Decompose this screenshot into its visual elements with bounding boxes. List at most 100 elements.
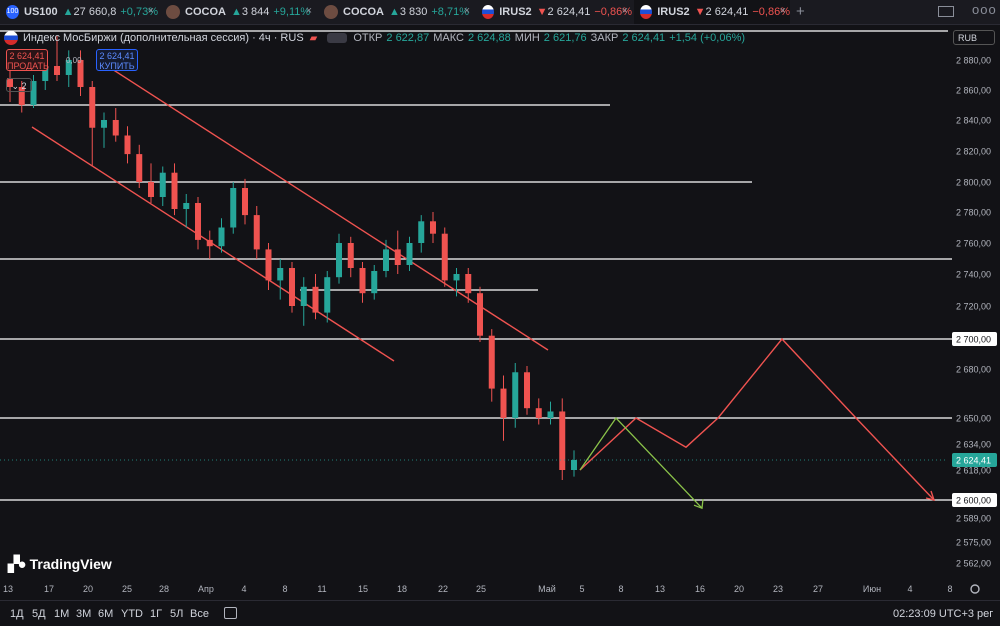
- period-5d[interactable]: 5Д: [32, 608, 46, 620]
- open-label: ОТКР: [353, 32, 383, 44]
- sell-price: 2 624,41: [9, 51, 45, 61]
- currency-selector[interactable]: RUB: [953, 30, 995, 45]
- bottom-toolbar: 1Д 5Д 1М 3М 6М YTD 1Г 5Л Все 02:23:09 UT…: [0, 600, 1000, 626]
- period-1d[interactable]: 1Д: [10, 608, 24, 620]
- date-range-icon[interactable]: [224, 607, 237, 619]
- candle-body: [406, 243, 413, 265]
- period-3m[interactable]: 3М: [76, 608, 92, 620]
- tab-irus2-1[interactable]: IRUS2 ▼ 2 624,41 −0,86% ×: [476, 0, 632, 24]
- x-tick-label: 28: [159, 584, 169, 594]
- add-tab-icon[interactable]: +: [796, 3, 805, 20]
- sell-button[interactable]: 2 624,41 ПРОДАТЬ: [6, 49, 49, 71]
- candle-body: [500, 388, 507, 418]
- candle-body: [30, 81, 37, 105]
- last-price-tag-label: 2 624,41: [956, 456, 991, 466]
- period-1m[interactable]: 1М: [54, 608, 70, 620]
- candle-body: [324, 277, 331, 313]
- russia-flag-icon: [482, 5, 495, 19]
- candle-body: [253, 215, 260, 250]
- tab-us100[interactable]: 100 US100 ▲ 27 660,8 +0,73% ×: [0, 0, 158, 24]
- eye-icon[interactable]: [327, 33, 348, 43]
- period-6m[interactable]: 6М: [98, 608, 114, 620]
- tab-price: 3 844: [241, 6, 270, 18]
- candle-body: [136, 154, 143, 182]
- level-price-tag-label: 2 700,00: [956, 335, 991, 345]
- indicators-toggle[interactable]: ⌄ 2: [6, 78, 32, 92]
- tab-close-icon[interactable]: ×: [463, 5, 470, 17]
- low-value: 2 621,76: [543, 32, 587, 44]
- candle-body: [218, 227, 225, 247]
- x-tick-label: 13: [655, 584, 665, 594]
- high-value: 2 624,88: [467, 32, 511, 44]
- tab-price: 3 830: [399, 6, 428, 18]
- candle-body: [18, 87, 25, 105]
- x-tick-label: 4: [907, 584, 912, 594]
- candle-body: [430, 221, 436, 234]
- x-tick-label: 25: [476, 584, 486, 594]
- candle-body: [418, 221, 425, 243]
- y-tick-label: 2 760,00: [956, 239, 991, 249]
- y-tick-label: 2 562,00: [956, 559, 991, 569]
- tab-price: 2 624,41: [547, 6, 591, 18]
- tab-change: +8,71%: [431, 6, 469, 18]
- x-tick-label: 18: [397, 584, 407, 594]
- candle-body: [453, 274, 460, 281]
- cocoa-badge-icon: [166, 5, 180, 19]
- more-icon[interactable]: ooo: [972, 2, 997, 17]
- candle-body: [547, 411, 554, 418]
- period-5y[interactable]: 5Л: [170, 608, 184, 620]
- candle-body: [336, 243, 342, 278]
- forecast-bullish-path: [579, 337, 935, 501]
- period-all[interactable]: Все: [190, 608, 209, 620]
- y-tick-label: 2 820,00: [956, 147, 991, 157]
- settings-gear-icon[interactable]: [970, 584, 980, 594]
- buy-button[interactable]: 2 624,41 КУПИТЬ: [96, 49, 138, 71]
- layout-icon[interactable]: [938, 6, 954, 17]
- tab-price: 2 624,41: [705, 6, 749, 18]
- candle-body: [289, 268, 295, 306]
- y-tick-label: 2 618,00: [956, 466, 991, 476]
- forecast-bullish-arrowhead: [925, 490, 936, 501]
- tab-close-icon[interactable]: ×: [621, 5, 628, 17]
- candle-body: [230, 188, 237, 228]
- period-1y[interactable]: 1Г: [150, 608, 163, 620]
- level-price-tag: [952, 493, 997, 507]
- tab-arrow-icon: ▲: [388, 6, 400, 18]
- candle-body: [371, 271, 378, 294]
- price-chart[interactable]: 2 880,002 860,002 840,002 820,002 800,00…: [0, 0, 1000, 600]
- candle-body: [359, 268, 366, 294]
- candle-body: [477, 293, 483, 336]
- tab-symbol: COCOA: [185, 6, 226, 18]
- tab-symbol: US100: [24, 6, 58, 18]
- chevron-down-icon: ⌄: [11, 81, 19, 91]
- legend-symbol[interactable]: Индекс МосБиржи (дополнительная сессия) …: [23, 32, 304, 44]
- tab-bar: 100 US100 ▲ 27 660,8 +0,73% × COCOA ▲ 3 …: [0, 0, 1000, 25]
- tab-irus2-2[interactable]: IRUS2 ▼ 2 624,41 −0,86% ×: [634, 0, 790, 24]
- candle-body: [42, 66, 49, 81]
- x-tick-label: 17: [44, 584, 54, 594]
- candle-body: [7, 78, 13, 87]
- x-tick-label: 8: [947, 584, 952, 594]
- y-tick-label: 2 860,00: [956, 86, 991, 96]
- tab-close-icon[interactable]: ×: [147, 5, 154, 17]
- candle-body: [101, 120, 107, 128]
- x-tick-label: 16: [695, 584, 705, 594]
- tab-close-icon[interactable]: ×: [305, 5, 312, 17]
- candle-body: [300, 286, 307, 306]
- y-tick-label: 2 800,00: [956, 178, 991, 188]
- tab-cocoa-1[interactable]: COCOA ▲ 3 844 +9,11% ×: [160, 0, 316, 24]
- high-label: МАКС: [433, 32, 464, 44]
- tab-close-icon[interactable]: ×: [779, 5, 786, 17]
- x-tick-label: Июн: [863, 584, 881, 594]
- low-label: МИН: [514, 32, 540, 44]
- tab-cocoa-2[interactable]: COCOA ▲ 3 830 +8,71% ×: [318, 0, 474, 24]
- level-price-tag: [952, 332, 997, 346]
- last-price-tag: [952, 453, 997, 467]
- session-label[interactable]: рег: [977, 608, 994, 620]
- candle-body: [159, 172, 166, 197]
- open-value: 2 622,87: [386, 32, 430, 44]
- period-ytd[interactable]: YTD: [121, 608, 143, 620]
- y-tick-label: 2 575,00: [956, 538, 991, 548]
- x-tick-label: 27: [813, 584, 823, 594]
- candle-body: [441, 233, 448, 281]
